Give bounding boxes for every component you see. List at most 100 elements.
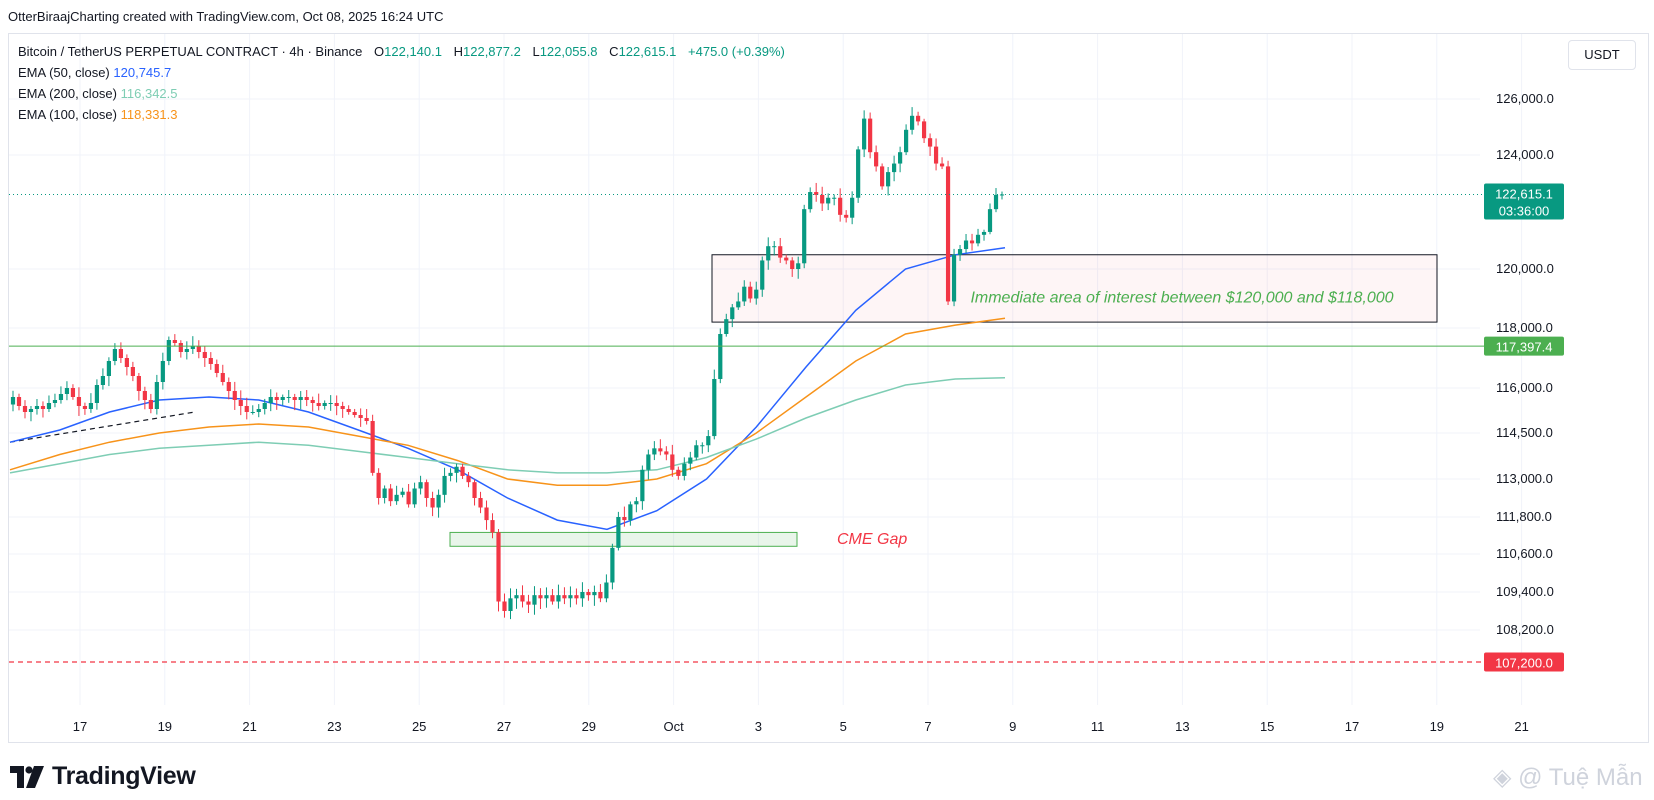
ema-line bbox=[9, 247, 1006, 531]
candle bbox=[136, 372, 141, 401]
tradingview-logo[interactable]: TradingView bbox=[10, 762, 196, 791]
ema100-legend[interactable]: EMA (100, close) 118,331.3 bbox=[18, 104, 785, 125]
candle-body bbox=[951, 254, 957, 302]
price-tick-label: 110,600.0 bbox=[1496, 546, 1553, 561]
candle-body bbox=[52, 400, 58, 403]
candle bbox=[346, 405, 351, 415]
candle-body bbox=[844, 214, 849, 218]
candle-body bbox=[760, 260, 765, 290]
lower-level-tag: 107,200.0 bbox=[1484, 652, 1564, 672]
candle bbox=[184, 341, 189, 360]
time-tick-label: 27 bbox=[497, 719, 511, 734]
candle bbox=[975, 228, 981, 247]
ema50-legend[interactable]: EMA (50, close) 120,745.7 bbox=[18, 62, 785, 83]
candle bbox=[436, 489, 441, 518]
candle-body bbox=[856, 149, 861, 198]
candle bbox=[963, 234, 969, 253]
candle-body bbox=[706, 436, 711, 446]
candle-body bbox=[586, 592, 591, 596]
candle bbox=[622, 506, 627, 527]
candle bbox=[508, 588, 513, 620]
candle bbox=[969, 233, 975, 251]
ema50-label: EMA (50, close) bbox=[18, 65, 110, 80]
candle bbox=[466, 471, 471, 488]
chart-legend: Bitcoin / TetherUS PERPETUAL CONTRACT · … bbox=[18, 41, 785, 125]
candle bbox=[100, 368, 106, 390]
candle bbox=[712, 369, 717, 440]
price-tick-label: 111,800.0 bbox=[1496, 509, 1552, 524]
candle-body bbox=[76, 397, 82, 406]
candle-body bbox=[868, 118, 873, 153]
high-label: H bbox=[453, 44, 463, 59]
candle-body bbox=[886, 172, 891, 187]
candle-body bbox=[820, 194, 825, 204]
candle bbox=[58, 386, 64, 404]
candle bbox=[352, 408, 357, 418]
candle-body bbox=[166, 340, 171, 361]
currency-button[interactable]: USDT bbox=[1568, 40, 1636, 70]
candle bbox=[526, 594, 531, 613]
candle bbox=[538, 588, 543, 610]
close-label: C bbox=[609, 44, 619, 59]
time-tick-label: 15 bbox=[1260, 719, 1274, 734]
candle bbox=[694, 440, 699, 461]
candle-body bbox=[304, 397, 309, 400]
candle bbox=[616, 511, 621, 551]
candle bbox=[784, 254, 789, 265]
ema-line bbox=[9, 376, 1006, 474]
support-level-tag-text: 117,397.4 bbox=[1496, 340, 1553, 355]
candle-body bbox=[142, 391, 147, 400]
candle-body bbox=[454, 466, 459, 473]
symbol-title[interactable]: Bitcoin / TetherUS PERPETUAL CONTRACT · … bbox=[18, 44, 363, 59]
candle bbox=[676, 466, 681, 480]
candle-body bbox=[34, 406, 40, 409]
candle bbox=[424, 479, 429, 507]
candle-body bbox=[550, 595, 555, 602]
candle bbox=[70, 384, 76, 400]
candle-body bbox=[442, 475, 447, 495]
candle bbox=[951, 248, 957, 307]
candle-body bbox=[496, 532, 501, 602]
low-label: L bbox=[532, 44, 540, 59]
candle-body bbox=[106, 361, 111, 376]
candle-body bbox=[64, 388, 70, 394]
candle-body bbox=[724, 319, 729, 334]
candle bbox=[742, 280, 747, 306]
candle-body bbox=[772, 246, 777, 248]
ema200-legend[interactable]: EMA (200, close) 116,342.5 bbox=[18, 83, 785, 104]
candle bbox=[987, 203, 993, 235]
price-tick-label: 116,000.0 bbox=[1496, 380, 1553, 395]
candle bbox=[106, 357, 111, 387]
candle bbox=[310, 396, 315, 412]
candle-body bbox=[238, 400, 243, 406]
candle-body bbox=[394, 494, 399, 502]
candle-body bbox=[514, 595, 519, 599]
candle-body bbox=[58, 394, 64, 400]
candle bbox=[945, 160, 951, 306]
candle-body bbox=[448, 472, 453, 476]
candle bbox=[442, 467, 447, 503]
candle bbox=[112, 343, 117, 366]
candle-body bbox=[460, 466, 465, 476]
candle bbox=[999, 191, 1005, 200]
candle-body bbox=[814, 192, 819, 195]
candle bbox=[202, 346, 207, 367]
candle bbox=[448, 468, 453, 482]
candle bbox=[484, 500, 489, 530]
candle bbox=[178, 340, 183, 358]
candle bbox=[628, 501, 633, 526]
candle-body bbox=[622, 517, 627, 521]
time-tick-label: 23 bbox=[327, 719, 341, 734]
candle-body bbox=[826, 197, 831, 204]
candle-body bbox=[892, 163, 897, 173]
candle bbox=[322, 400, 327, 410]
candle bbox=[28, 405, 34, 422]
symbol-row: Bitcoin / TetherUS PERPETUAL CONTRACT · … bbox=[18, 41, 785, 62]
candle-body bbox=[466, 475, 471, 483]
candle-body bbox=[688, 457, 693, 464]
candle-body bbox=[190, 346, 195, 349]
candle bbox=[856, 146, 861, 203]
candle-body bbox=[927, 138, 933, 147]
candle bbox=[610, 543, 615, 590]
